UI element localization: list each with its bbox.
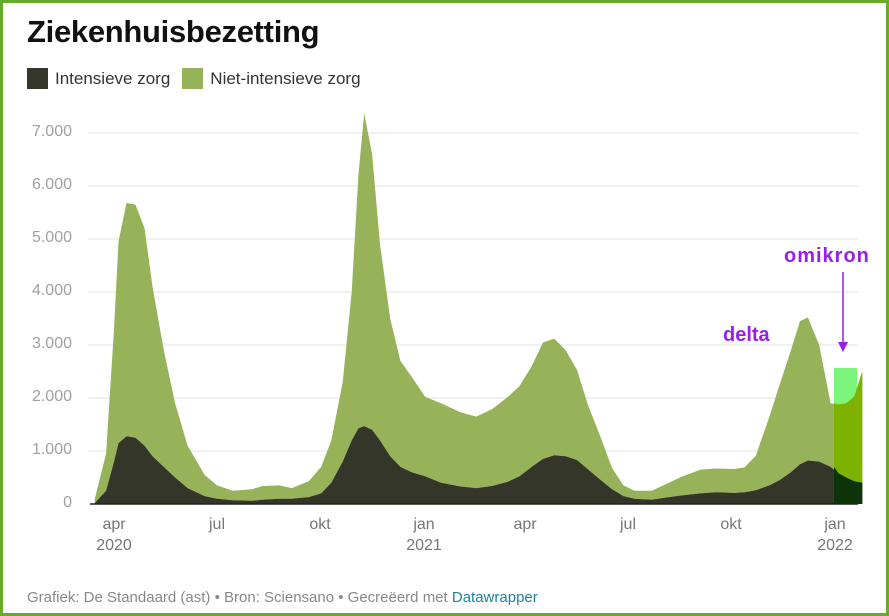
legend-label-icu: Intensieve zorg: [55, 68, 171, 88]
icu-area: [94, 426, 863, 504]
y-tick-label: 2.000: [31, 388, 72, 405]
footer-text: Grafiek: De Standaard (ast) • Bron: Scie…: [27, 589, 452, 606]
annotation-delta: delta: [723, 324, 770, 346]
y-tick-label: 0: [63, 494, 72, 511]
y-tick-label: 3.000: [31, 335, 72, 352]
x-tick-label: jan 2022: [817, 516, 853, 554]
y-tick-label: 7.000: [31, 123, 72, 140]
x-tick-label: okt: [720, 516, 742, 533]
y-tick-label: 5.000: [31, 229, 72, 246]
chart-title: Ziekenhuisbezetting: [27, 14, 320, 49]
x-tick-label: okt: [309, 516, 331, 533]
omikron-arrow-head-icon: [838, 342, 848, 352]
x-tick-label: apr: [513, 516, 537, 533]
x-tick-label: apr 2020: [96, 516, 132, 554]
legend-swatch-icu: [27, 68, 48, 89]
legend-label-non-icu: Niet-intensieve zorg: [210, 68, 361, 88]
area-series: [94, 113, 863, 504]
omikron-highlight: [833, 368, 863, 504]
legend-swatch-non-icu: [182, 68, 204, 89]
omikron-non-icu-area: [834, 371, 863, 483]
datawrapper-link[interactable]: Datawrapper: [451, 589, 538, 606]
non-icu-area: [94, 113, 863, 503]
x-tick-label: jan 2021: [406, 516, 442, 554]
legend-item-non-icu: Niet-intensieve zorg: [182, 68, 361, 89]
x-tick-label: jul: [208, 516, 225, 533]
omikron-icu-area: [834, 466, 863, 504]
footer-credits: Grafiek: De Standaard (ast) • Bron: Scie…: [27, 589, 538, 606]
x-tick-label: jul: [619, 516, 636, 533]
gridlines: [88, 132, 858, 452]
annotation-omikron: omikron: [784, 245, 870, 267]
legend-item-icu: Intensieve zorg: [27, 68, 170, 89]
legend: Intensieve zorg Niet-intensieve zorg: [27, 68, 373, 89]
y-tick-label: 6.000: [31, 176, 72, 193]
y-tick-label: 4.000: [31, 282, 72, 299]
y-tick-label: 1.000: [31, 441, 72, 458]
